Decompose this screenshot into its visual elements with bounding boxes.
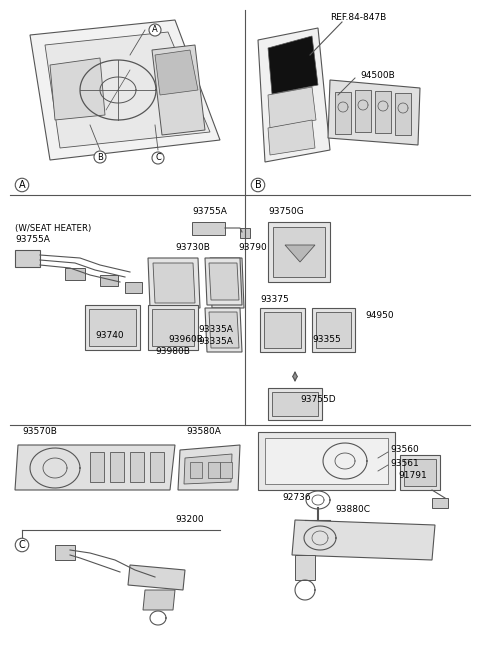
Polygon shape <box>210 258 244 308</box>
Polygon shape <box>190 462 202 478</box>
Text: 93750G: 93750G <box>268 208 304 217</box>
Polygon shape <box>205 258 242 305</box>
Polygon shape <box>265 438 388 484</box>
Text: 93580A: 93580A <box>186 428 221 436</box>
Text: A: A <box>152 26 158 35</box>
Text: 93200: 93200 <box>175 515 204 525</box>
Polygon shape <box>155 50 198 95</box>
Polygon shape <box>153 263 195 303</box>
Polygon shape <box>130 452 144 482</box>
Polygon shape <box>148 305 198 350</box>
Polygon shape <box>150 452 164 482</box>
Text: 93740: 93740 <box>95 331 124 339</box>
Polygon shape <box>89 309 136 346</box>
Polygon shape <box>404 459 436 486</box>
Polygon shape <box>50 58 105 120</box>
Text: 93960B: 93960B <box>168 335 203 345</box>
Text: B: B <box>254 180 262 190</box>
Polygon shape <box>143 590 175 610</box>
Polygon shape <box>240 228 250 238</box>
Text: C: C <box>19 540 25 550</box>
Polygon shape <box>258 432 395 490</box>
Polygon shape <box>85 305 140 350</box>
Polygon shape <box>272 392 318 416</box>
Text: 93561: 93561 <box>390 458 419 468</box>
Polygon shape <box>312 308 355 352</box>
Polygon shape <box>30 20 220 160</box>
Polygon shape <box>205 308 242 352</box>
Text: 93755A: 93755A <box>192 208 227 217</box>
Polygon shape <box>220 462 232 478</box>
Polygon shape <box>335 92 351 134</box>
Polygon shape <box>375 91 391 133</box>
Polygon shape <box>192 222 225 235</box>
Text: 93730B: 93730B <box>175 244 210 252</box>
Polygon shape <box>264 312 301 348</box>
Text: 91791: 91791 <box>398 472 427 481</box>
Polygon shape <box>110 452 124 482</box>
Polygon shape <box>148 258 200 308</box>
Text: 94500B: 94500B <box>360 71 395 79</box>
Polygon shape <box>214 263 240 303</box>
Polygon shape <box>125 282 142 293</box>
Text: 93880C: 93880C <box>335 506 370 514</box>
Polygon shape <box>15 445 175 490</box>
Polygon shape <box>258 28 330 162</box>
Polygon shape <box>432 498 448 508</box>
Polygon shape <box>355 90 371 132</box>
Polygon shape <box>209 263 239 300</box>
Text: 93560: 93560 <box>390 445 419 455</box>
Polygon shape <box>90 452 104 482</box>
Polygon shape <box>45 32 210 148</box>
Polygon shape <box>292 520 435 560</box>
Polygon shape <box>128 565 185 590</box>
Text: 93980B: 93980B <box>155 348 190 356</box>
Text: 93570B: 93570B <box>22 428 57 436</box>
Text: 93755A: 93755A <box>15 236 50 244</box>
Text: 93355: 93355 <box>312 335 341 345</box>
Text: C: C <box>155 153 161 162</box>
Polygon shape <box>268 36 318 94</box>
Text: 94950: 94950 <box>365 310 394 320</box>
Polygon shape <box>260 308 305 352</box>
Polygon shape <box>100 275 118 286</box>
Polygon shape <box>285 245 315 262</box>
Polygon shape <box>55 545 75 560</box>
Polygon shape <box>15 250 40 267</box>
Polygon shape <box>209 312 239 348</box>
Text: B: B <box>97 153 103 162</box>
Text: REF.84-847B: REF.84-847B <box>330 14 386 22</box>
Polygon shape <box>400 455 440 490</box>
Polygon shape <box>268 222 330 282</box>
Text: 93790: 93790 <box>238 244 267 252</box>
Polygon shape <box>316 312 351 348</box>
Polygon shape <box>395 93 411 135</box>
Text: 93375: 93375 <box>260 295 289 305</box>
Text: 93755D: 93755D <box>300 396 336 405</box>
Polygon shape <box>178 445 240 490</box>
Polygon shape <box>208 462 220 478</box>
Text: 93335A: 93335A <box>198 337 233 346</box>
Polygon shape <box>268 87 316 128</box>
Polygon shape <box>152 309 194 346</box>
Polygon shape <box>184 454 232 484</box>
Text: 92736: 92736 <box>282 493 311 502</box>
Polygon shape <box>268 120 315 155</box>
Polygon shape <box>295 555 315 580</box>
Polygon shape <box>65 268 85 280</box>
Polygon shape <box>328 80 420 145</box>
Polygon shape <box>268 388 322 420</box>
Text: 93335A: 93335A <box>198 326 233 335</box>
Text: (W/SEAT HEATER): (W/SEAT HEATER) <box>15 223 91 233</box>
Polygon shape <box>273 227 325 277</box>
Polygon shape <box>152 45 205 135</box>
Text: A: A <box>19 180 25 190</box>
